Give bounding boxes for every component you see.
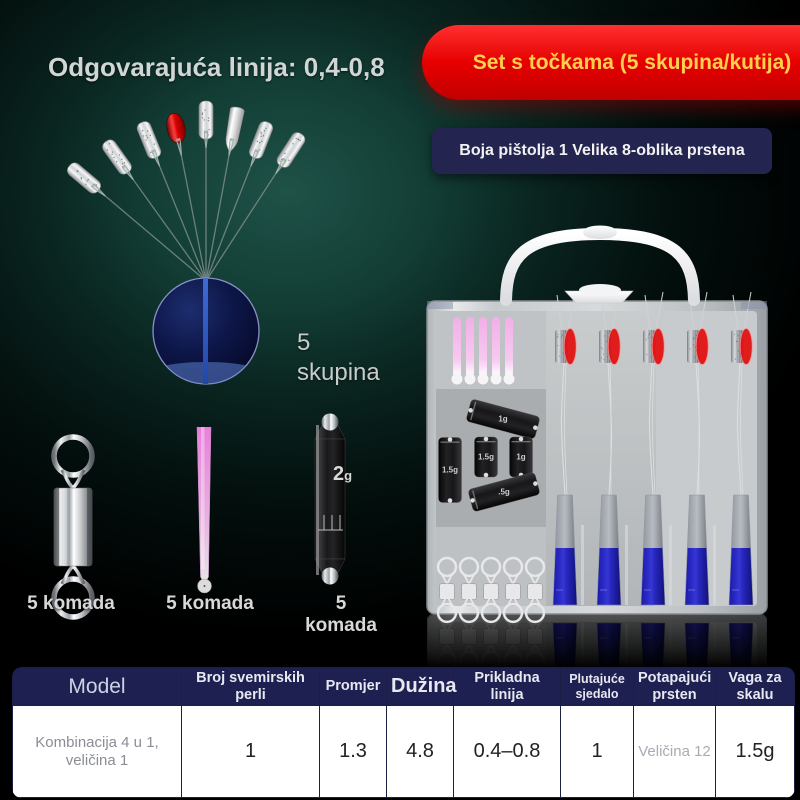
svg-text:.5g: .5g: [498, 488, 510, 497]
svg-text:1.5g: 1.5g: [442, 466, 458, 475]
svg-text:2g: 2g: [333, 463, 352, 485]
svg-text:1g: 1g: [498, 415, 507, 424]
svg-text:1g: 1g: [516, 453, 525, 462]
svg-text:1.5g: 1.5g: [478, 453, 494, 462]
